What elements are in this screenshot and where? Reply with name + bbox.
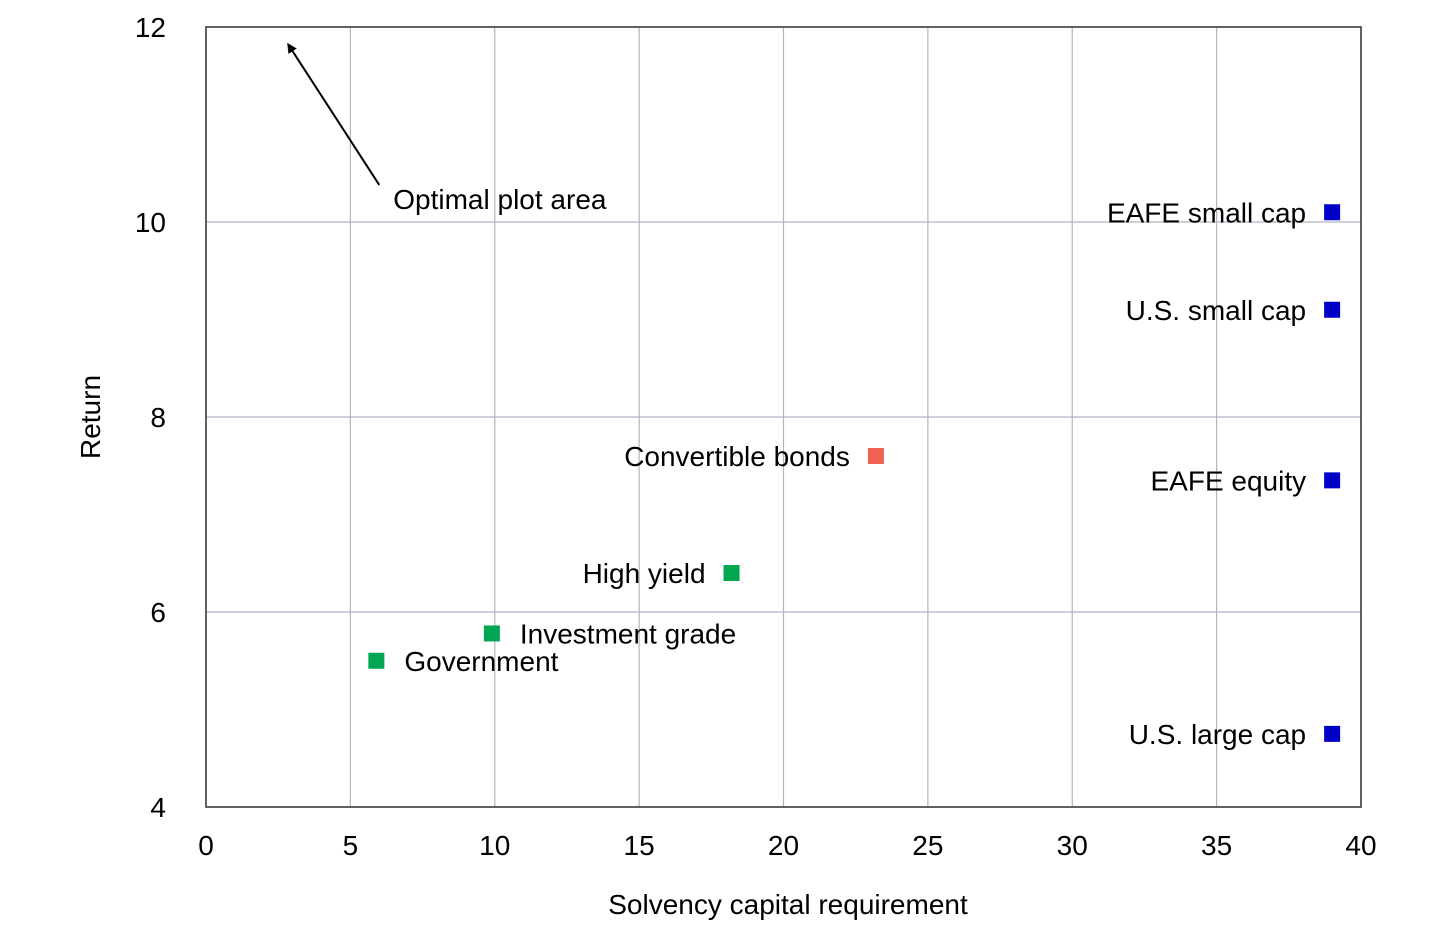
point-label: EAFE small cap <box>1107 197 1306 228</box>
x-tick-label: 25 <box>912 830 943 861</box>
data-point <box>1324 301 1341 318</box>
data-point <box>368 652 385 669</box>
point-label: Convertible bonds <box>624 441 850 472</box>
annotation-arrow <box>287 42 381 186</box>
y-tick-label: 8 <box>150 402 166 433</box>
point-label: U.S. small cap <box>1126 295 1307 326</box>
data-point <box>483 625 500 642</box>
point-label: Investment grade <box>520 618 736 649</box>
data-point <box>1324 725 1341 742</box>
y-tick-label: 12 <box>135 12 166 43</box>
point-label: High yield <box>583 558 706 589</box>
x-tick-label: 0 <box>198 830 214 861</box>
x-tick-label: 10 <box>479 830 510 861</box>
y-axis-label: Return <box>75 375 106 459</box>
annotation-label: Optimal plot area <box>393 184 607 215</box>
data-point <box>1324 472 1341 489</box>
x-tick-label: 30 <box>1057 830 1088 861</box>
x-tick-label: 40 <box>1345 830 1376 861</box>
data-point <box>867 448 884 464</box>
data-point <box>1324 204 1341 221</box>
point-label: Government <box>404 646 558 677</box>
x-tick-label: 5 <box>343 830 359 861</box>
x-axis-label: Solvency capital requirement <box>608 889 968 920</box>
y-tick-label: 4 <box>150 792 166 823</box>
plot-area <box>205 26 1362 808</box>
point-label: EAFE equity <box>1150 465 1306 496</box>
x-tick-label: 35 <box>1201 830 1232 861</box>
grid <box>205 26 1362 808</box>
y-tick-label: 6 <box>150 597 166 628</box>
point-label: U.S. large cap <box>1129 719 1306 750</box>
data-point <box>723 565 740 581</box>
x-tick-label: 20 <box>768 830 799 861</box>
x-tick-label: 15 <box>624 830 655 861</box>
y-tick-label: 10 <box>135 207 166 238</box>
